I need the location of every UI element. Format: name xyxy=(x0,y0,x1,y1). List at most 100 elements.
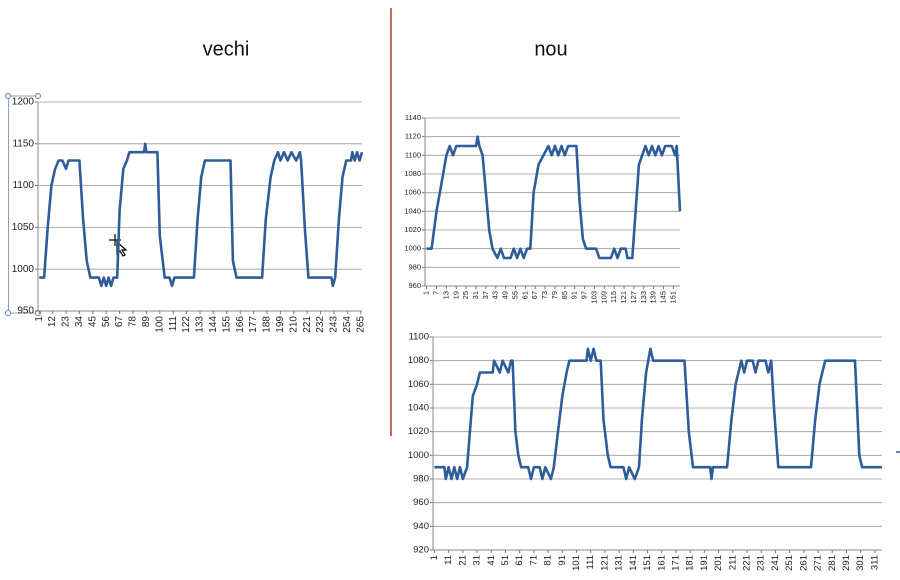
x-tick-label: 56 xyxy=(101,316,112,328)
x-tick-label: 51 xyxy=(500,555,511,566)
y-tick-label: 1150 xyxy=(12,138,34,149)
x-tick-label: 241 xyxy=(770,555,781,571)
y-tick-label: 980 xyxy=(413,474,429,485)
x-tick-label: 34 xyxy=(74,316,85,328)
x-tick-label: 161 xyxy=(656,555,667,571)
x-tick-label: 145 xyxy=(658,291,667,304)
x-tick-label: 55 xyxy=(510,291,519,299)
x-tick-label: 100 xyxy=(154,316,165,333)
x-tick-label: 232 xyxy=(315,316,326,333)
y-tick-label: 980 xyxy=(408,262,421,271)
y-tick-label: 1020 xyxy=(408,426,429,437)
y-tick-label: 960 xyxy=(413,497,429,508)
x-tick-label: 71 xyxy=(528,555,539,566)
y-tick-label: 1000 xyxy=(404,244,421,253)
x-tick-label: 7 xyxy=(431,291,440,295)
x-tick-label: 301 xyxy=(855,555,866,571)
resize-handle[interactable] xyxy=(5,310,11,316)
chart-title: vechi xyxy=(203,38,250,60)
x-tick-label: 19 xyxy=(451,291,460,299)
x-tick-label: 1 xyxy=(429,555,440,560)
y-tick-label: 1080 xyxy=(408,355,429,366)
x-tick-label: 109 xyxy=(599,291,608,304)
y-tick-label: 1020 xyxy=(404,225,421,234)
x-tick-label: 211 xyxy=(727,555,738,570)
x-tick-label: 151 xyxy=(668,291,677,304)
y-tick-label: 1200 xyxy=(12,97,35,108)
x-tick-label: 151 xyxy=(642,555,653,571)
x-tick-label: 254 xyxy=(342,316,353,333)
y-tick-label: 1100 xyxy=(12,180,34,191)
data-line xyxy=(434,347,882,481)
x-tick-label: 61 xyxy=(520,291,529,299)
x-tick-label: 103 xyxy=(589,291,598,304)
x-tick-label: 111 xyxy=(168,316,179,332)
x-tick-label: 133 xyxy=(639,291,648,304)
x-tick-label: 127 xyxy=(629,291,638,304)
x-tick-label: 210 xyxy=(288,316,299,333)
x-tick-label: 41 xyxy=(486,555,497,566)
chart-title: nou xyxy=(534,38,567,60)
x-tick-label: 97 xyxy=(580,291,589,299)
x-tick-label: 31 xyxy=(471,291,480,299)
x-tick-label: 155 xyxy=(221,316,232,333)
x-tick-label: 131 xyxy=(614,555,625,571)
data-line xyxy=(39,142,364,288)
x-tick-label: 21 xyxy=(457,555,468,566)
x-tick-label: 144 xyxy=(208,316,219,333)
y-tick-label: 1140 xyxy=(405,113,421,122)
x-tick-label: 13 xyxy=(441,291,450,299)
x-tick-label: 291 xyxy=(841,555,852,571)
x-tick-label: 1 xyxy=(422,291,431,295)
x-tick-label: 79 xyxy=(550,291,559,299)
x-tick-label: 61 xyxy=(514,555,525,566)
y-tick-label: 1080 xyxy=(404,169,421,178)
x-tick-label: 251 xyxy=(784,555,795,571)
x-tick-label: 45 xyxy=(87,316,98,328)
selection-frame[interactable] xyxy=(8,96,9,313)
resize-handle[interactable] xyxy=(35,93,41,99)
x-tick-label: 221 xyxy=(302,316,313,333)
y-tick-label: 1000 xyxy=(408,450,429,461)
x-tick-label: 281 xyxy=(827,555,838,571)
x-tick-label: 101 xyxy=(571,555,582,571)
x-tick-label: 231 xyxy=(756,555,767,571)
x-tick-label: 199 xyxy=(275,316,286,333)
x-tick-label: 11 xyxy=(443,555,454,565)
y-tick-label: 1040 xyxy=(408,403,429,414)
x-tick-label: 221 xyxy=(742,555,753,571)
x-tick-label: 37 xyxy=(481,291,490,299)
x-tick-label: 12 xyxy=(47,316,58,328)
x-tick-label: 171 xyxy=(671,555,682,571)
x-tick-label: 311 xyxy=(869,555,880,570)
x-tick-label: 261 xyxy=(798,555,809,571)
y-tick-label: 1100 xyxy=(405,150,421,159)
x-tick-label: 85 xyxy=(560,291,569,299)
x-tick-label: 49 xyxy=(501,291,510,299)
x-tick-label: 91 xyxy=(570,291,579,299)
x-tick-label: 1 xyxy=(34,316,45,322)
x-tick-label: 121 xyxy=(599,555,610,571)
x-tick-label: 89 xyxy=(141,316,152,328)
x-tick-label: 81 xyxy=(543,555,554,566)
y-tick-label: 1120 xyxy=(405,132,421,141)
x-tick-label: 265 xyxy=(355,316,366,333)
y-tick-label: 1000 xyxy=(12,264,35,275)
x-tick-label: 271 xyxy=(813,555,824,571)
x-tick-label: 67 xyxy=(530,291,539,299)
x-tick-label: 111 xyxy=(585,555,596,569)
data-line xyxy=(426,135,682,260)
x-tick-label: 78 xyxy=(128,316,139,328)
resize-handle[interactable] xyxy=(5,93,11,99)
y-tick-label: 1040 xyxy=(404,206,421,215)
y-tick-label: 1060 xyxy=(408,379,429,390)
x-tick-label: 243 xyxy=(329,316,340,333)
x-tick-label: 31 xyxy=(472,555,483,566)
x-tick-label: 201 xyxy=(713,555,724,571)
x-tick-label: 115 xyxy=(609,291,618,303)
y-tick-label: 960 xyxy=(408,281,421,290)
y-tick-label: 920 xyxy=(413,545,429,556)
x-tick-label: 166 xyxy=(235,316,246,333)
